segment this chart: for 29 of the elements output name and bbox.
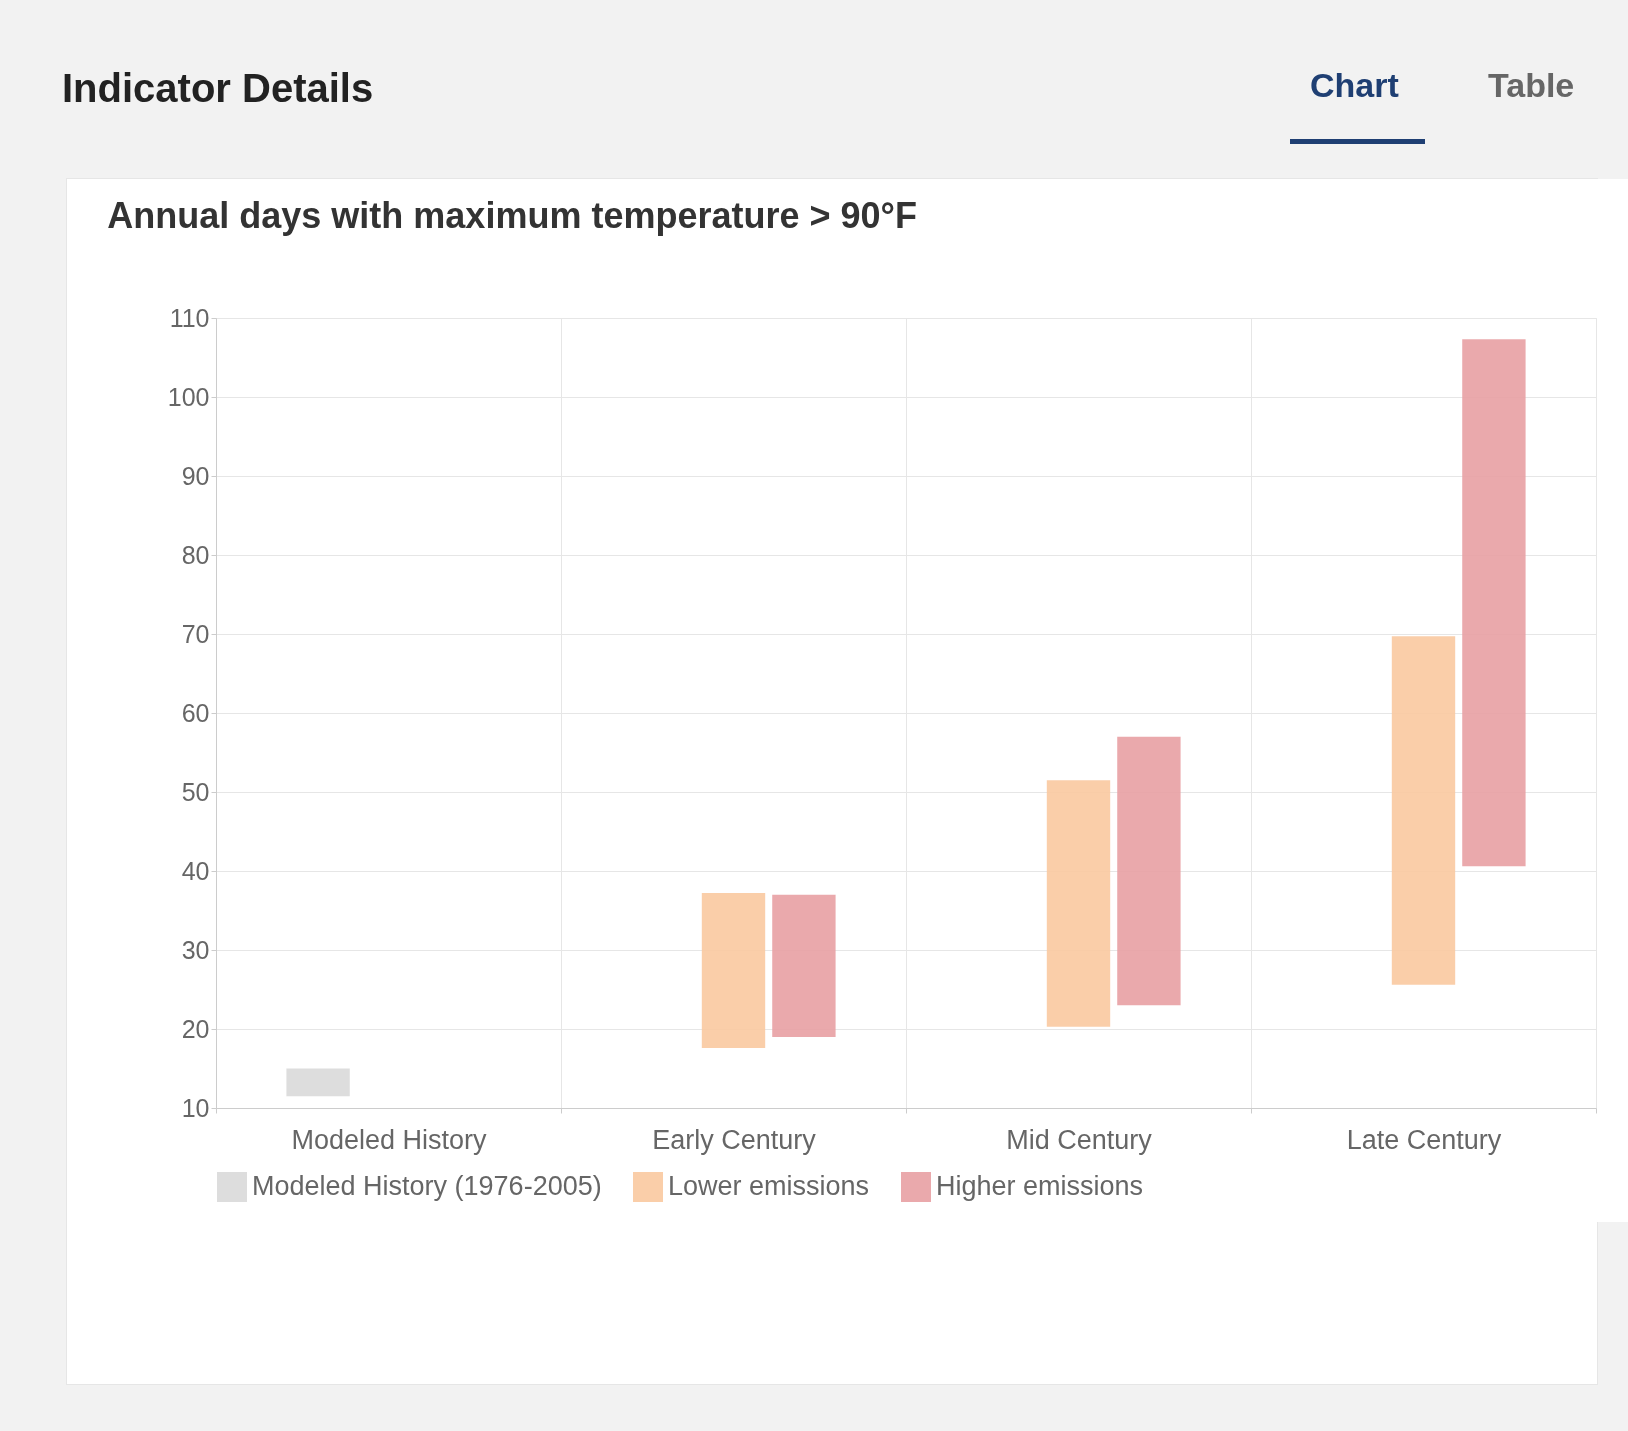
y-tick-label: 20 (181, 1014, 210, 1043)
legend-label: Lower emissions (668, 1171, 870, 1201)
chart-title: Annual days with maximum temperature > 90°F (107, 195, 917, 236)
y-tick-label: 100 (167, 382, 210, 411)
x-tick-label: Early Century (652, 1124, 817, 1155)
y-tick-label: 70 (181, 619, 210, 648)
y-tick-label: 30 (181, 935, 210, 964)
y-tick-label: 110 (169, 303, 210, 332)
y-tick-label: 40 (181, 856, 210, 885)
bar (1462, 339, 1526, 867)
bar (701, 893, 766, 1048)
bar (1046, 780, 1111, 1027)
text: Table (1488, 66, 1575, 105)
y-tick-label: 10 (181, 1093, 210, 1122)
bar (1117, 736, 1181, 1006)
legend-label: Higher emissions (936, 1171, 1144, 1201)
text: Chart (1310, 66, 1399, 105)
x-tick-label: Modeled History (291, 1124, 488, 1155)
text: Indicator Details (62, 66, 374, 111)
bar (1391, 636, 1456, 985)
y-tick-label: 60 (181, 698, 210, 727)
y-tick-label: 90 (181, 461, 210, 490)
y-tick-label: 80 (181, 540, 210, 569)
x-tick-label: Late Century (1346, 1124, 1502, 1155)
x-tick-label: Mid Century (1006, 1124, 1153, 1155)
bar (286, 1068, 350, 1097)
y-tick-label: 50 (181, 777, 210, 806)
legend-label: Modeled History (1976-2005) (252, 1171, 602, 1201)
bar (772, 894, 836, 1037)
